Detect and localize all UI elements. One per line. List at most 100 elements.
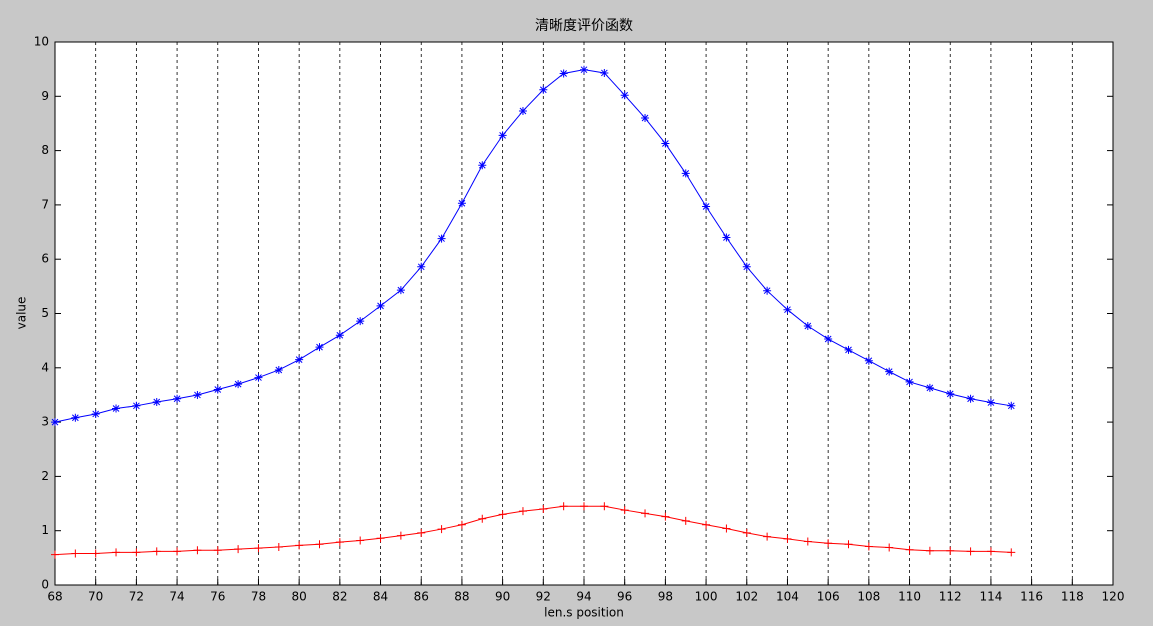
data-point (864, 356, 873, 365)
x-tick-label: 78 (251, 590, 266, 604)
data-point (661, 512, 670, 521)
data-point (457, 520, 466, 529)
data-point (396, 286, 405, 295)
data-point (986, 547, 995, 556)
data-point (173, 547, 182, 556)
data-point (254, 544, 263, 553)
data-point (580, 65, 588, 74)
data-point (722, 233, 731, 242)
data-point (803, 537, 812, 546)
x-tick-label: 92 (536, 590, 551, 604)
data-point (152, 398, 161, 407)
x-tick-label: 114 (979, 590, 1002, 604)
y-tick-label: 4 (41, 360, 49, 374)
data-point (824, 335, 833, 344)
data-point (51, 418, 59, 427)
data-point (457, 199, 466, 208)
data-point (437, 234, 446, 243)
data-point (600, 68, 609, 77)
x-tick-label: 100 (695, 590, 718, 604)
x-tick-label: 74 (169, 590, 184, 604)
data-point (71, 549, 80, 558)
data-point (783, 305, 792, 314)
y-tick-label: 6 (41, 252, 49, 266)
data-point (885, 367, 894, 376)
data-point (641, 114, 650, 123)
y-tick-label: 10 (34, 35, 49, 49)
data-point (335, 331, 344, 340)
x-tick-label: 110 (898, 590, 921, 604)
data-point (335, 538, 344, 547)
data-point (315, 343, 324, 352)
data-point (905, 545, 914, 554)
x-tick-label: 86 (414, 590, 429, 604)
x-tick-label: 82 (332, 590, 347, 604)
y-tick-label: 0 (41, 578, 49, 592)
y-tick-label: 3 (41, 415, 49, 429)
y-tick-label: 7 (41, 197, 49, 211)
x-tick-label: 106 (817, 590, 840, 604)
data-point (295, 541, 304, 550)
data-point (518, 106, 527, 115)
data-point (641, 509, 650, 518)
data-point (702, 520, 711, 529)
x-tick-label: 88 (454, 590, 469, 604)
x-tick-label: 104 (776, 590, 799, 604)
x-tick-label: 120 (1102, 590, 1125, 604)
data-point (824, 539, 833, 548)
data-point (437, 525, 446, 534)
data-point (356, 317, 365, 326)
x-tick-label: 116 (1020, 590, 1043, 604)
data-point (498, 510, 507, 519)
data-point (518, 507, 527, 516)
data-point (315, 540, 324, 549)
data-point (844, 345, 853, 354)
x-tick-label: 72 (129, 590, 144, 604)
data-point (213, 546, 222, 555)
data-point (844, 540, 853, 549)
y-tick-label: 8 (41, 143, 49, 157)
data-point (966, 547, 975, 556)
y-tick-label: 2 (41, 469, 49, 483)
data-point (112, 404, 121, 413)
data-point (742, 528, 751, 537)
data-point (803, 321, 812, 330)
data-point (763, 532, 772, 541)
series-line (54, 69, 1012, 423)
x-tick-label: 102 (735, 590, 758, 604)
data-point (478, 514, 487, 523)
data-point (539, 85, 548, 94)
data-point (905, 377, 914, 386)
x-tick-label: 68 (47, 590, 62, 604)
data-point (559, 69, 568, 78)
data-point (193, 390, 202, 399)
data-point (580, 502, 588, 511)
data-point (478, 161, 487, 170)
data-point (885, 543, 894, 552)
data-point (91, 409, 100, 418)
data-point (356, 536, 365, 545)
data-point (661, 139, 670, 148)
data-point (620, 506, 629, 515)
data-point (946, 546, 955, 555)
data-point (51, 550, 59, 559)
data-point (396, 531, 405, 540)
data-point (193, 546, 202, 555)
data-point (91, 549, 100, 558)
x-tick-label: 70 (88, 590, 103, 604)
x-tick-label: 94 (576, 590, 591, 604)
data-point (376, 534, 385, 543)
data-point (559, 502, 568, 511)
y-tick-label: 5 (41, 306, 49, 320)
x-tick-label: 84 (373, 590, 388, 604)
data-point (702, 202, 711, 211)
data-point (376, 301, 385, 310)
data-point (742, 262, 751, 271)
data-point (274, 542, 283, 551)
data-point (620, 91, 629, 100)
x-tick-label: 90 (495, 590, 510, 604)
data-point (234, 380, 243, 389)
data-point (498, 131, 507, 140)
